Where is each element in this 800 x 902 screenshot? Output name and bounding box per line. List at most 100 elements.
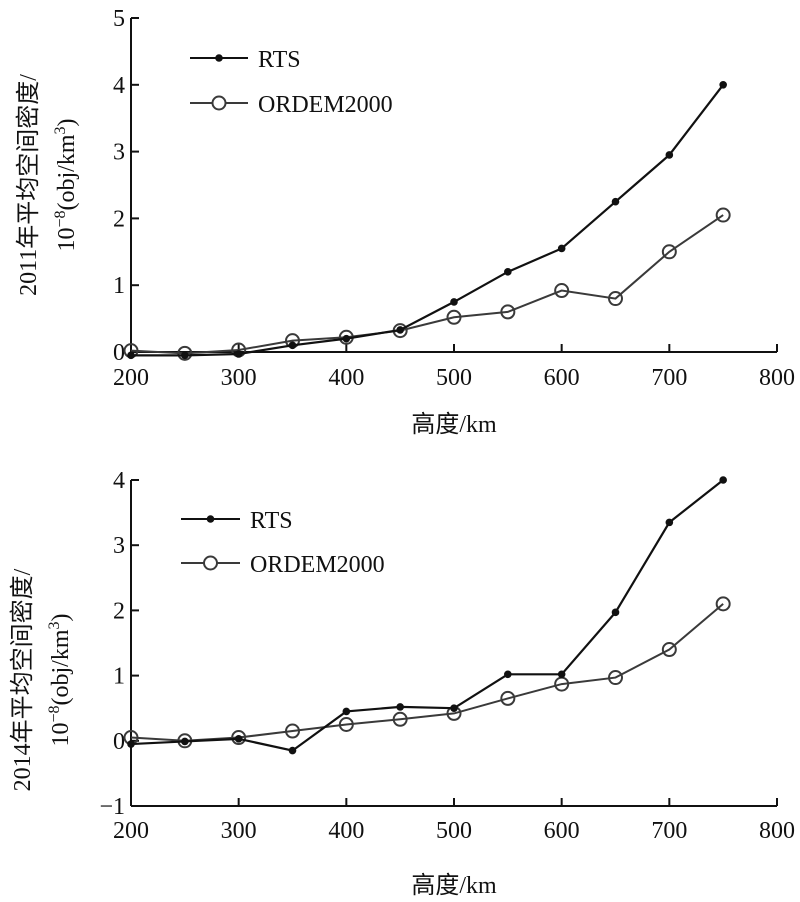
data-point xyxy=(611,608,620,617)
y-axis-title-close: ) xyxy=(48,613,74,621)
data-point xyxy=(608,670,623,686)
x-tick-label: 200 xyxy=(113,818,149,844)
x-tick-label: 600 xyxy=(544,365,580,391)
y-tick-label: 0 xyxy=(113,340,125,366)
data-point xyxy=(231,730,247,746)
y-tick-label: 4 xyxy=(113,73,125,99)
legend-label: ORDEM2000 xyxy=(250,552,385,578)
chart-2014: −1 0 1 2 3 4 200 300 400 500 600 700 800 高度/km 2014年平均… xyxy=(9,468,795,899)
x-tick-label: 400 xyxy=(328,365,364,391)
data-point xyxy=(715,207,731,223)
series-line xyxy=(130,214,724,355)
data-point xyxy=(665,151,674,159)
data-point xyxy=(557,670,566,679)
y-tick-label: 1 xyxy=(113,273,125,299)
y-tick-label: 2 xyxy=(113,206,125,232)
data-point xyxy=(342,334,351,343)
x-tick-label: 500 xyxy=(436,818,472,844)
data-point xyxy=(446,309,462,325)
x-tick-label: 800 xyxy=(759,818,795,844)
x-tick-label: 300 xyxy=(221,365,257,391)
data-point xyxy=(661,244,677,260)
data-point xyxy=(288,746,297,755)
y-tick-label: 1 xyxy=(113,664,125,690)
y-tick-label: 3 xyxy=(113,533,125,559)
data-point xyxy=(127,351,135,360)
data-point xyxy=(661,642,677,658)
series-rts xyxy=(127,476,727,755)
y-tick-label: 5 xyxy=(113,6,125,32)
legend-marker xyxy=(203,555,218,571)
data-point xyxy=(396,703,404,711)
y-axis-title-exp: −8 xyxy=(52,210,69,227)
data-point xyxy=(450,704,458,712)
data-point xyxy=(504,670,512,679)
data-point xyxy=(392,711,408,727)
x-tick-label: 700 xyxy=(651,818,687,844)
data-point xyxy=(719,476,727,484)
data-point xyxy=(450,298,458,306)
y-axis-title-base: 10 xyxy=(54,228,80,252)
data-point xyxy=(557,244,566,253)
legend-item: ORDEM2000 xyxy=(181,552,385,578)
legend-label: RTS xyxy=(250,508,293,534)
y-tick-label: −1 xyxy=(99,794,125,820)
legend-marker xyxy=(206,515,215,523)
data-point xyxy=(715,596,731,612)
y-tick-label: 3 xyxy=(113,140,125,166)
y-axis-title-line2: 10−8(obj/km3) xyxy=(46,613,74,746)
data-point xyxy=(342,707,351,716)
x-axis-title: 高度/km xyxy=(411,411,497,438)
x-tick-label: 400 xyxy=(328,818,364,844)
legend: RTS ORDEM2000 xyxy=(190,47,393,118)
legend-marker xyxy=(211,95,227,111)
y-tick-label: 0 xyxy=(113,729,125,755)
x-tick-label: 500 xyxy=(436,365,472,391)
legend-label: ORDEM2000 xyxy=(258,92,393,118)
y-axis-title-unit-exp: 3 xyxy=(52,126,69,134)
data-point xyxy=(500,690,516,706)
y-axis-title-line1: 2014年平均空间密度/ xyxy=(9,568,36,791)
legend-item: RTS xyxy=(190,47,301,73)
data-point xyxy=(396,326,404,334)
series-rts xyxy=(127,81,727,360)
legend-item: RTS xyxy=(181,508,293,534)
series-line xyxy=(130,603,724,742)
chart-2011: 0 1 2 3 4 5 200 300 400 500 600 700 800 高度/km 2011年平均空… xyxy=(15,6,795,438)
data-point xyxy=(234,735,243,743)
data-point xyxy=(177,345,193,361)
data-point xyxy=(288,341,297,350)
x-tick-label: 600 xyxy=(544,818,580,844)
data-point xyxy=(719,81,727,89)
data-point xyxy=(500,304,516,320)
legend-label: RTS xyxy=(258,47,301,73)
x-axis-title: 高度/km xyxy=(411,872,497,899)
y-axis-title-line2: 10−8(obj/km3) xyxy=(52,118,80,251)
data-point xyxy=(554,283,570,299)
legend-marker xyxy=(215,54,223,62)
y-tick-label: 2 xyxy=(113,598,125,624)
data-point xyxy=(285,723,300,739)
data-point xyxy=(608,291,623,307)
x-tick-label: 200 xyxy=(113,365,149,391)
series-line xyxy=(130,479,724,752)
y-axis-title-close: ) xyxy=(54,118,80,126)
data-point xyxy=(127,740,135,748)
data-point xyxy=(611,197,620,206)
y-axis-title-unit-exp: 3 xyxy=(46,621,63,629)
y-axis-title-exp: −8 xyxy=(46,705,63,722)
legend-item: ORDEM2000 xyxy=(190,92,393,118)
series-ordem2000 xyxy=(123,207,731,361)
y-axis-title-base: 10 xyxy=(48,723,74,747)
data-point xyxy=(181,737,189,746)
y-axis-title-unit: (obj/km xyxy=(54,134,80,210)
legend: RTS ORDEM2000 xyxy=(181,508,385,578)
x-tick-label: 800 xyxy=(759,365,795,391)
series-line xyxy=(131,84,725,357)
y-axis-title-unit: (obj/km xyxy=(48,629,74,705)
series-ordem2000 xyxy=(123,596,731,749)
y-axis-title-line1: 2011年平均空间密度/ xyxy=(15,74,42,296)
data-point xyxy=(665,518,674,527)
data-point xyxy=(181,351,189,360)
